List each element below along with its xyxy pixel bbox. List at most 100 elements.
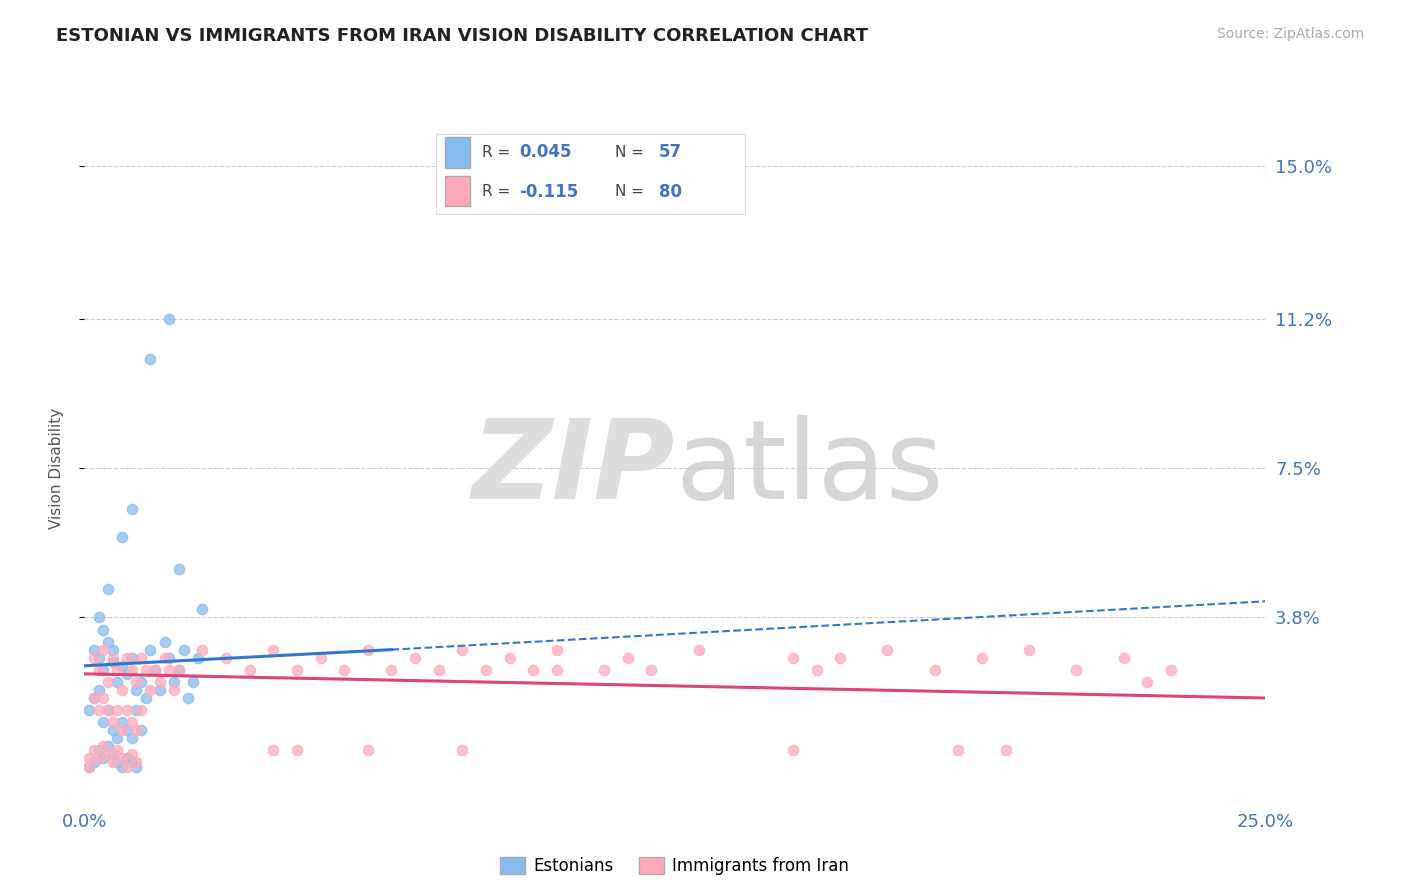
Point	[91, 691, 114, 706]
Point	[97, 674, 120, 689]
Point	[121, 731, 143, 746]
Point	[121, 650, 143, 665]
Point	[181, 674, 204, 689]
Text: R =: R =	[482, 184, 516, 199]
Point	[77, 703, 100, 717]
Point	[451, 642, 474, 657]
Point	[91, 715, 114, 730]
Point	[129, 674, 152, 689]
Point	[101, 655, 124, 669]
Point	[616, 650, 638, 665]
Point	[115, 751, 138, 765]
Point	[135, 691, 157, 706]
Point	[91, 663, 114, 677]
Point	[111, 682, 134, 697]
Point	[782, 743, 804, 757]
Point	[153, 650, 176, 665]
Point	[107, 674, 129, 689]
Point	[101, 747, 124, 762]
Point	[451, 743, 474, 757]
Point	[91, 739, 114, 754]
Point	[546, 642, 568, 657]
Point	[83, 642, 105, 657]
Y-axis label: Vision Disability: Vision Disability	[49, 408, 63, 529]
Point	[135, 663, 157, 677]
Point	[139, 642, 162, 657]
Text: -0.115: -0.115	[519, 183, 579, 201]
Point	[129, 723, 152, 738]
Point	[157, 663, 180, 677]
Point	[149, 674, 172, 689]
Point	[111, 658, 134, 673]
Text: R =: R =	[482, 145, 516, 160]
Point	[163, 682, 186, 697]
Point	[498, 650, 520, 665]
Point	[970, 650, 993, 665]
Point	[125, 703, 148, 717]
Point	[640, 663, 662, 677]
Text: ZIP: ZIP	[471, 415, 675, 522]
Point	[87, 663, 110, 677]
Point	[121, 501, 143, 516]
Point	[77, 751, 100, 765]
Point	[97, 739, 120, 754]
Point	[87, 682, 110, 697]
Point	[107, 731, 129, 746]
Point	[876, 642, 898, 657]
Text: 0.045: 0.045	[519, 144, 572, 161]
Point	[115, 666, 138, 681]
Point	[91, 642, 114, 657]
Point	[688, 642, 710, 657]
Point	[139, 682, 162, 697]
Point	[115, 759, 138, 773]
Text: ESTONIAN VS IMMIGRANTS FROM IRAN VISION DISABILITY CORRELATION CHART: ESTONIAN VS IMMIGRANTS FROM IRAN VISION …	[56, 27, 869, 45]
Point	[121, 756, 143, 770]
Text: 80: 80	[658, 183, 682, 201]
Point	[97, 703, 120, 717]
Point	[806, 663, 828, 677]
Point	[357, 642, 380, 657]
Point	[177, 691, 200, 706]
Point	[191, 642, 214, 657]
Point	[285, 663, 308, 677]
Point	[285, 743, 308, 757]
Point	[262, 743, 284, 757]
Point	[129, 650, 152, 665]
Point	[157, 312, 180, 326]
Text: atlas: atlas	[675, 415, 943, 522]
Point	[87, 650, 110, 665]
Point	[167, 663, 190, 677]
Point	[1136, 674, 1159, 689]
Point	[948, 743, 970, 757]
Point	[125, 723, 148, 738]
Point	[187, 650, 209, 665]
Point	[1112, 650, 1135, 665]
Point	[143, 663, 166, 677]
Point	[125, 682, 148, 697]
Point	[121, 715, 143, 730]
Point	[115, 723, 138, 738]
Point	[83, 743, 105, 757]
Point	[101, 650, 124, 665]
Point	[404, 650, 426, 665]
Point	[115, 650, 138, 665]
Text: N =: N =	[616, 145, 650, 160]
Point	[924, 663, 946, 677]
Point	[101, 642, 124, 657]
Point	[107, 703, 129, 717]
Point	[97, 582, 120, 597]
Point	[593, 663, 616, 677]
Point	[91, 623, 114, 637]
Point	[111, 759, 134, 773]
Point	[380, 663, 402, 677]
Point	[475, 663, 498, 677]
Point	[91, 751, 114, 765]
Point	[121, 663, 143, 677]
Point	[77, 759, 100, 773]
Text: N =: N =	[616, 184, 650, 199]
Point	[143, 663, 166, 677]
Point	[111, 723, 134, 738]
Point	[782, 650, 804, 665]
Point	[97, 703, 120, 717]
Text: Source: ZipAtlas.com: Source: ZipAtlas.com	[1216, 27, 1364, 41]
